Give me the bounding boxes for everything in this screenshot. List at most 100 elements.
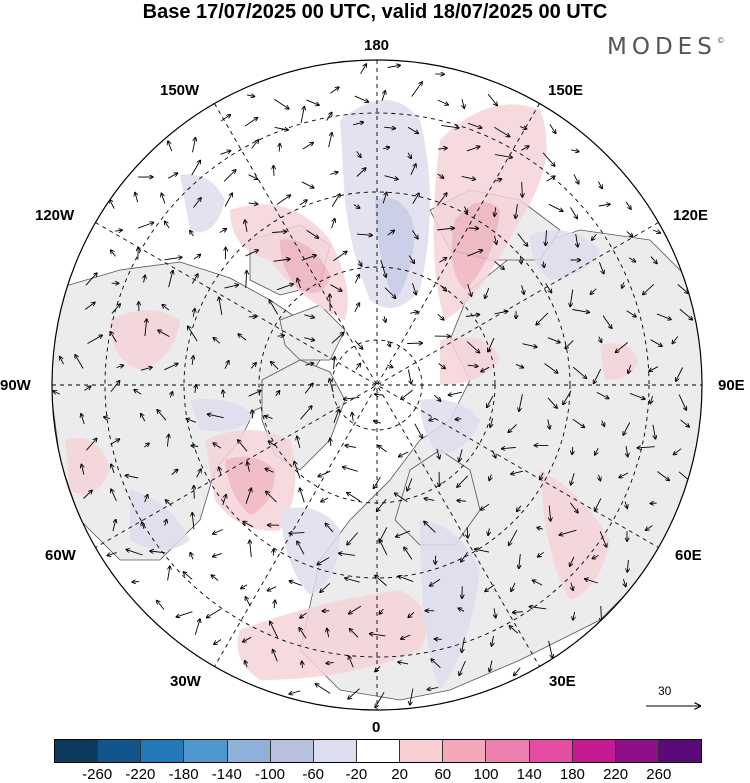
color-bar-box [55,740,99,762]
latitude-circle [104,112,650,658]
wind-vector [145,319,147,337]
wind-vector [247,462,249,472]
wind-vector [467,527,468,538]
wind-vector [84,386,91,391]
wind-vector [354,303,360,313]
wind-vector [407,369,411,384]
wind-vector [519,553,521,568]
wind-vector [602,420,605,427]
wind-vector [464,206,467,213]
wind-vector [360,64,367,75]
wind-vector [650,395,652,403]
wind-vector [412,193,419,204]
wind-vector [328,133,332,148]
wind-vector [211,575,219,581]
wind-vector [599,474,601,481]
wind-vector [533,580,543,586]
wind-vector [87,335,103,344]
wind-vector [540,472,544,480]
wind-vector [381,91,385,101]
wind-vector [543,261,544,268]
wind-vector [522,181,523,197]
wind-vector [424,522,436,533]
wind-vector [81,464,84,475]
wind-vector [536,312,549,325]
wind-vector [213,338,221,344]
wind-vector [571,582,573,591]
color-bar-box [443,740,487,762]
wind-vector [272,232,286,233]
wind-vector [190,553,193,560]
wind-vector [83,491,92,499]
wind-vector [297,541,305,555]
wind-vector [238,334,247,341]
wind-vector [546,230,547,245]
wind-vector [521,146,528,151]
wind-vector [81,414,85,425]
wind-vector [274,600,275,609]
wind-vector [457,475,469,487]
wind-vector [126,550,143,556]
wind-vector [116,365,124,367]
wind-vector [467,284,472,296]
wind-vector [652,424,656,439]
wind-vector [245,661,247,668]
wind-vector [520,255,521,264]
wind-vector [386,365,393,368]
wind-vector [407,126,418,133]
wind-vector [573,174,579,184]
wind-vector [410,164,416,175]
wind-vector [157,410,167,421]
wind-vector [214,639,222,645]
positive-anomaly-area [540,470,610,600]
wind-vector [306,230,319,238]
wind-vector [158,330,170,337]
wind-vector [265,469,274,473]
wind-vector [467,365,478,366]
wind-vector [269,300,279,315]
wind-vector [412,230,418,238]
wind-vector [320,582,331,592]
wind-vector [489,660,492,672]
wind-vector [401,389,413,399]
wind-vector [248,174,258,180]
wind-vector [384,175,398,180]
wind-vector [408,152,411,159]
wind-vector [252,410,253,419]
negative-anomaly-area [180,174,225,232]
wind-vector [585,579,598,584]
wind-vector [459,449,463,461]
label-150e: 150E [548,82,584,99]
wind-vector [375,691,385,707]
wind-vector [192,138,196,153]
wind-vector [193,198,202,208]
wind-vector [333,410,339,424]
map-boundary [51,59,703,711]
wind-vector [572,418,585,427]
wind-vector [398,576,414,583]
wind-vector [110,200,115,209]
wind-vector [623,422,631,436]
wind-vector [494,311,508,315]
positive-anomaly-core [225,456,275,515]
wind-vector [219,229,227,233]
wind-vector [462,99,464,108]
wind-vector [53,391,60,394]
wind-vector [276,284,293,291]
wind-vector [326,663,334,664]
wind-vector [522,343,537,347]
wind-vector [188,326,198,342]
positive-anomaly-core [451,202,500,290]
wind-vector [144,275,146,283]
wind-vector [301,181,314,188]
wind-vector [208,414,224,419]
wind-vector [244,118,257,127]
wind-vector [490,418,492,427]
wind-vector [219,297,223,315]
wind-vector [297,279,301,289]
label-120e: 120E [673,207,709,224]
wind-vector [213,529,223,535]
wind-vector [273,166,274,176]
wind-vector [166,500,172,507]
wind-vector [570,556,575,566]
